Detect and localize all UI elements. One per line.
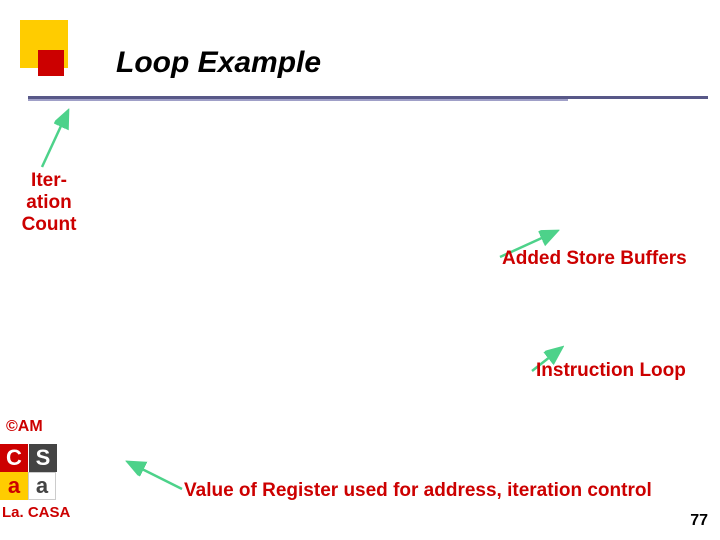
- logo-cell-a2: a: [28, 472, 56, 500]
- lacasa-text: La. CASA: [2, 504, 70, 521]
- annotation-value-register: Value of Register used for address, iter…: [184, 480, 652, 502]
- title-decor-red-square: [38, 50, 64, 76]
- page-title: Loop Example: [116, 46, 321, 80]
- annotation-instruction-loop: Instruction Loop: [536, 360, 686, 382]
- logo-cell-a: a: [0, 472, 28, 500]
- logo-cell-c: C: [0, 444, 28, 472]
- lacasa-logo: C S a a: [0, 444, 60, 500]
- page-number: 77: [690, 512, 708, 530]
- annotation-store-buffers: Added Store Buffers: [502, 248, 687, 270]
- title-rule-sub: [28, 99, 568, 101]
- annotation-iteration-count: Iter- ation Count: [14, 170, 84, 236]
- title-block: Loop Example: [20, 20, 700, 105]
- logo-cell-s: S: [28, 444, 57, 472]
- copyright-label: ©AM: [6, 418, 43, 436]
